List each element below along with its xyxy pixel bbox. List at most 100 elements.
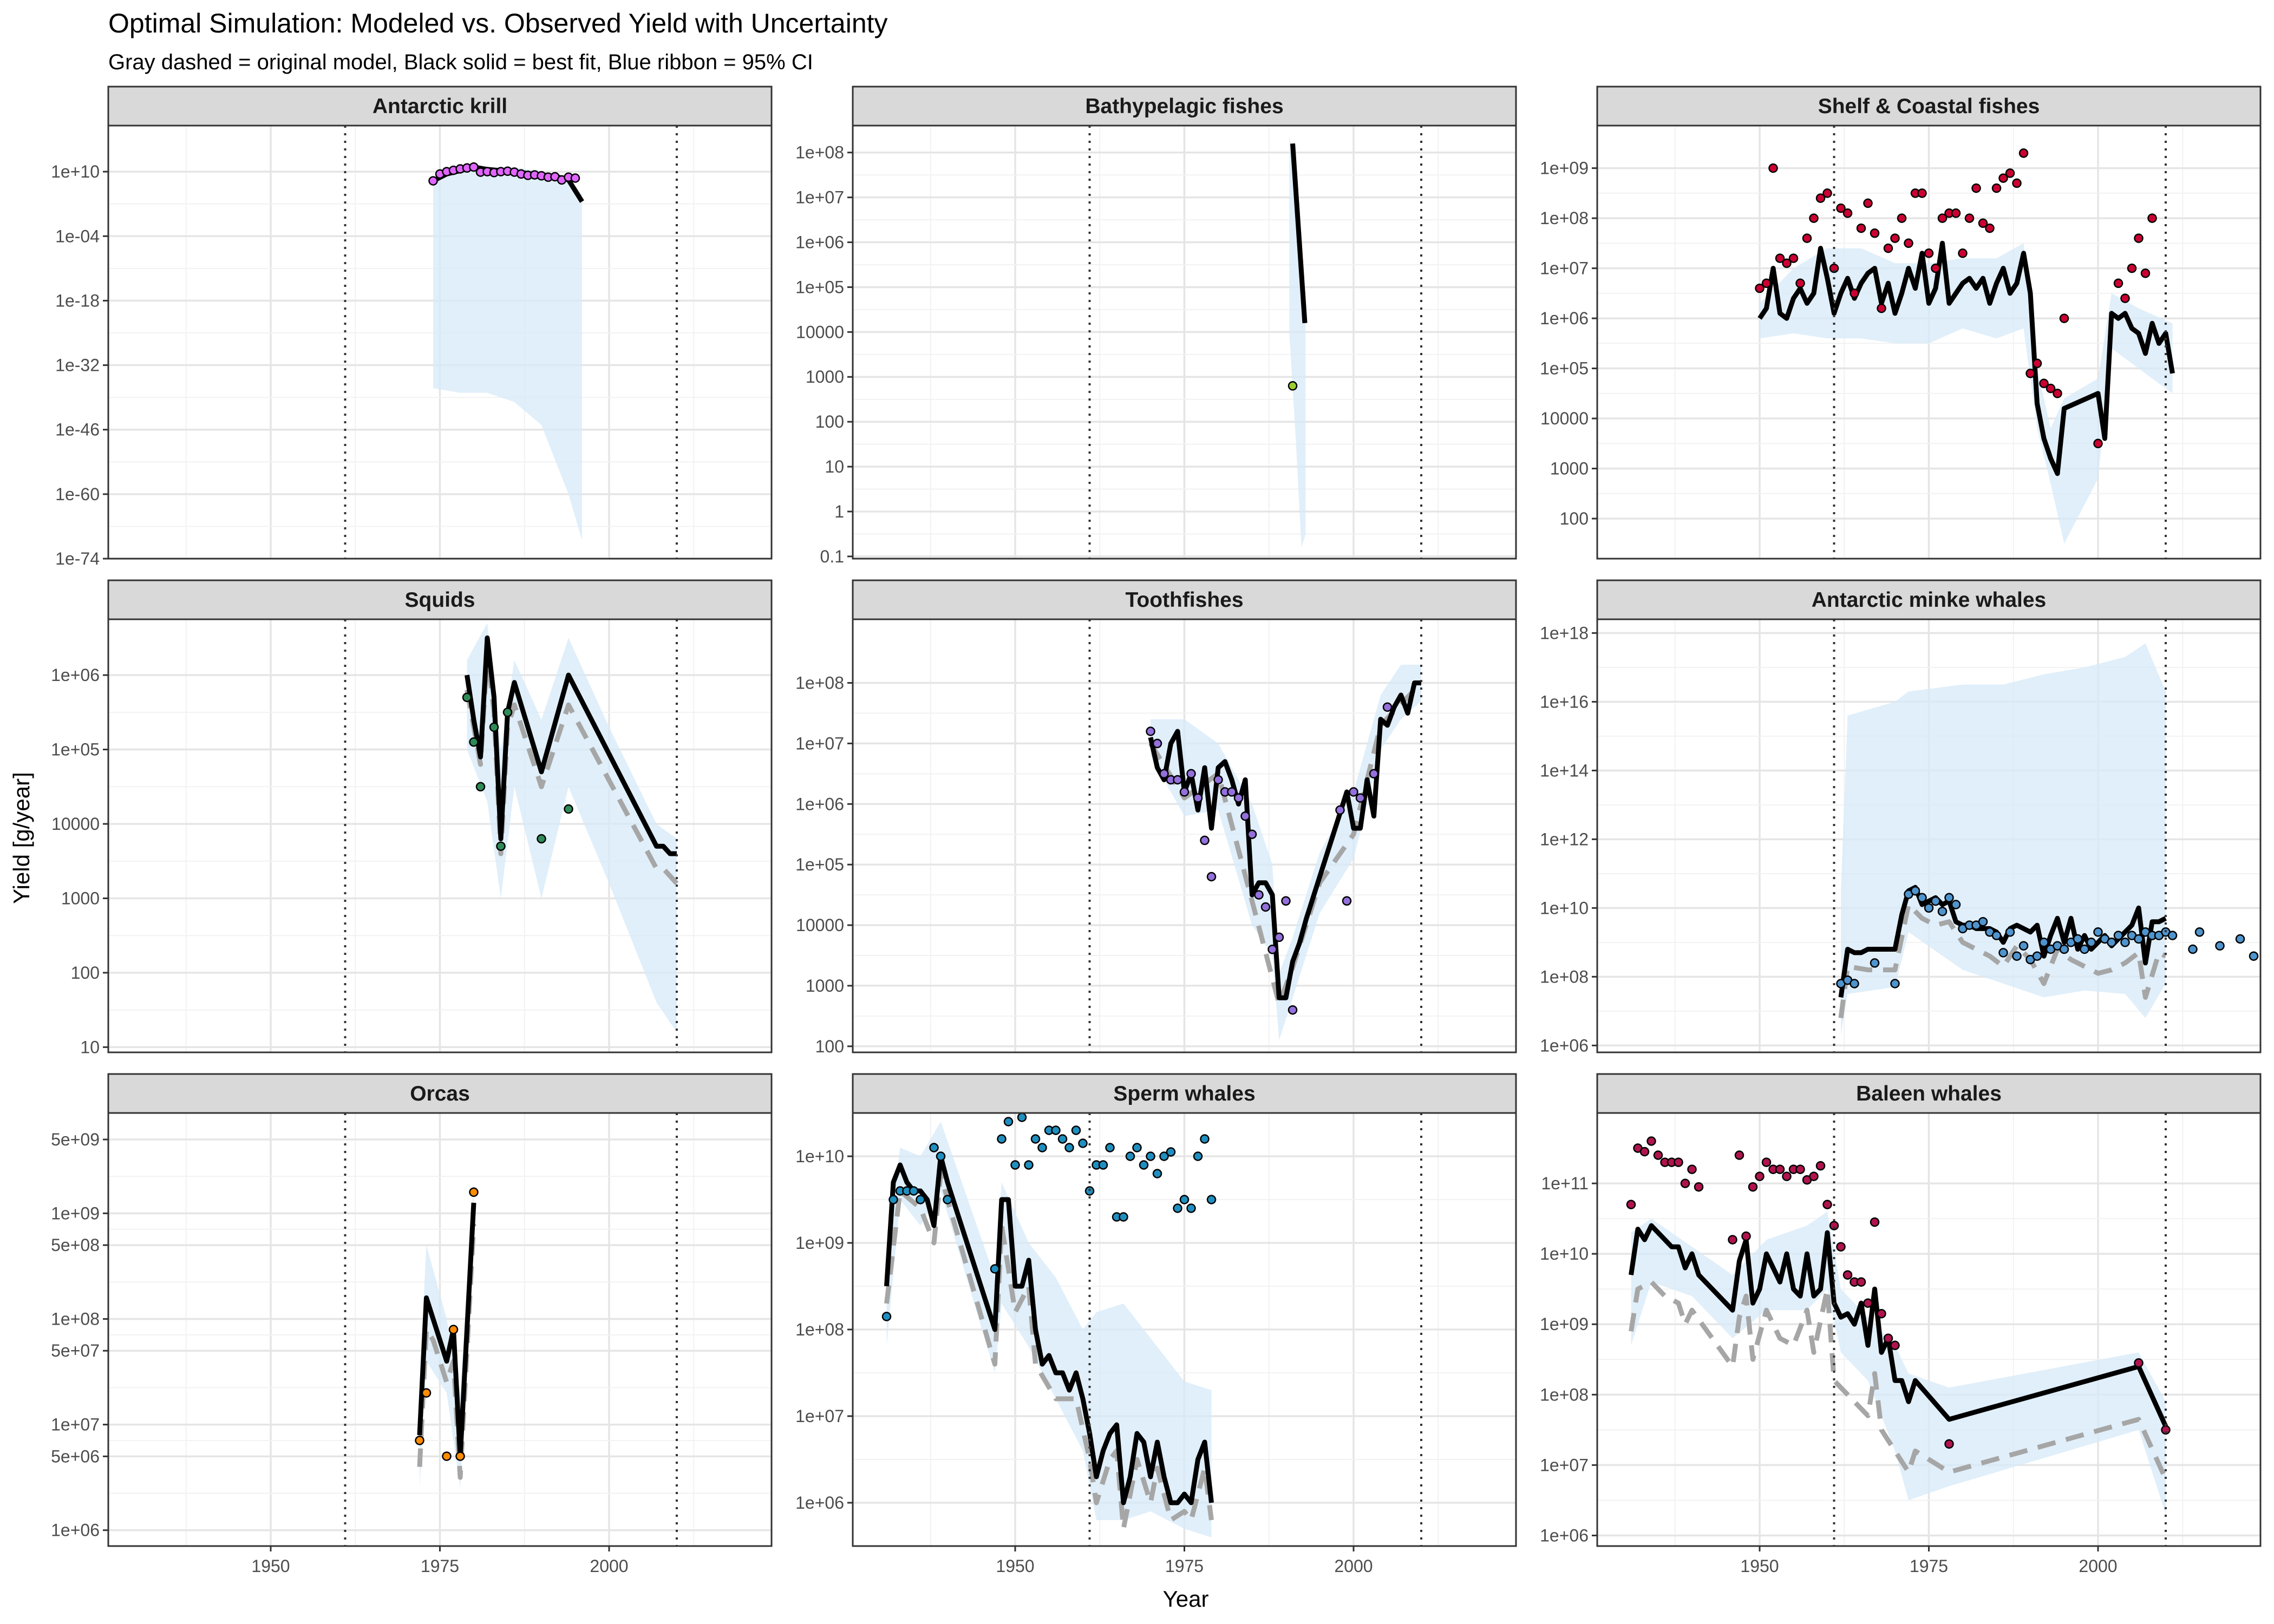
observed-point	[2005, 168, 2015, 178]
observed-point	[1890, 979, 1900, 988]
data-layer	[881, 1113, 1217, 1537]
y-tick-label: 1e+06	[1540, 1036, 1589, 1055]
observed-point	[2086, 938, 2096, 947]
observed-point	[1985, 223, 1995, 233]
observed-point	[2120, 938, 2130, 947]
observed-point	[1680, 1178, 1690, 1188]
observed-point	[1815, 1161, 1826, 1171]
x-tick-label: 1975	[421, 1556, 459, 1576]
y-tick-label: 10000	[796, 915, 844, 935]
panel-strip	[852, 1073, 1517, 1114]
observed-point	[1755, 283, 1765, 293]
y-tick-label: 1e+06	[51, 1521, 100, 1540]
observed-point	[1254, 890, 1264, 900]
observed-point	[2053, 389, 2062, 398]
panel-title: Baleen whales	[1856, 1082, 2002, 1105]
y-tick-label: 1e+07	[1540, 259, 1589, 278]
observed-point	[1910, 886, 1920, 896]
observed-points	[1288, 381, 1298, 391]
observed-point	[1186, 769, 1196, 779]
panel-baleen-whales: Baleen whales 1e+111e+101e+091e+081e+071e…	[1540, 1073, 2262, 1576]
observed-point	[2018, 941, 2029, 951]
observed-point	[469, 737, 479, 747]
y-axis-title: Yield [g/year]	[9, 772, 34, 904]
y-tick-label: 1e-32	[55, 356, 100, 375]
panel-antarctic-minke-whales: Antarctic minke whales1e+181e+161e+141e+…	[1540, 579, 2262, 1055]
observed-point	[1971, 183, 1981, 193]
observed-point	[1809, 1171, 1819, 1181]
observed-point	[1748, 1182, 1758, 1192]
y-tick-label: 1e+10	[1540, 898, 1589, 918]
observed-point	[1978, 218, 1988, 228]
y-tick-label: 1e+05	[51, 740, 100, 759]
observed-point	[1741, 1231, 1751, 1241]
x-axis-title: Year	[1163, 1586, 1209, 1612]
observed-point	[1842, 1270, 1853, 1280]
observed-point	[2012, 951, 2022, 961]
y-axis: 1e+11 1e+10 1e+09 1e+08 1e+07 1e+06	[1540, 1174, 1597, 1545]
panel-border	[1596, 618, 2262, 1053]
y-tick-label: 1e+09	[1540, 1314, 1589, 1334]
y-tick-label: 1e+05	[795, 855, 844, 874]
observed-point	[1870, 958, 1880, 968]
observed-point	[1815, 193, 1826, 203]
y-tick-label: 10	[825, 457, 844, 476]
y-tick-label: 1e+18	[1540, 623, 1589, 643]
observed-point	[2249, 951, 2259, 961]
gridlines	[108, 1113, 772, 1546]
observed-point	[1355, 793, 1365, 803]
observed-point	[502, 708, 513, 717]
observed-point	[1159, 769, 1169, 779]
observed-point	[1260, 902, 1271, 912]
observed-point	[2147, 213, 2157, 223]
observed-point	[1159, 1151, 1169, 1161]
observed-point	[2073, 934, 2083, 944]
observed-point	[1775, 253, 1785, 263]
observed-point	[1240, 811, 1250, 821]
observed-point	[1274, 932, 1284, 942]
observed-point	[1193, 793, 1203, 803]
observed-point	[1098, 1160, 1108, 1170]
observed-point	[1761, 278, 1772, 289]
observed-point	[1890, 1340, 1900, 1351]
original-model-line	[1838, 902, 2167, 1019]
observed-point	[1173, 775, 1182, 785]
observed-point	[1944, 1439, 1954, 1449]
observed-point	[1179, 1195, 1190, 1204]
y-tick-label: 100	[815, 1037, 844, 1056]
observed-point	[1931, 896, 1940, 906]
observed-point	[2127, 263, 2137, 273]
observed-point	[929, 1143, 939, 1152]
observed-point	[1917, 893, 1927, 903]
observed-point	[428, 176, 438, 186]
gridlines	[853, 619, 1516, 1052]
observed-point	[2046, 383, 2056, 394]
y-tick-label: 10000	[51, 814, 100, 834]
observed-point	[1734, 1150, 1744, 1160]
observed-point	[421, 1388, 432, 1398]
observed-point	[1822, 188, 1832, 198]
y-tick-label: 1e+07	[795, 188, 844, 207]
ci-ribbon	[1289, 134, 1306, 548]
observed-point	[1958, 248, 1968, 258]
observed-point	[1782, 258, 1792, 269]
observed-point	[1288, 381, 1298, 391]
data-layer	[1626, 1136, 2171, 1515]
observed-point	[1842, 208, 1853, 218]
panel-strip	[1596, 86, 2262, 127]
observed-point	[1674, 1157, 1683, 1167]
y-axis: 1e+10 1e-04 1e-18 1e-32 1e-46 1e-60 1e-74	[51, 162, 108, 568]
observed-point	[1233, 793, 1244, 803]
observed-point	[1836, 1242, 1846, 1252]
y-tick-label: 1e+06	[1540, 309, 1589, 328]
original-model-line	[1629, 1279, 2168, 1481]
observed-point	[1991, 931, 2002, 940]
ci-ribbon	[1631, 1212, 2166, 1515]
x-tick-label: 1975	[1165, 1556, 1204, 1576]
observed-point	[2059, 313, 2069, 323]
panel-strip	[107, 579, 773, 620]
y-tick-label: 1e+07	[1540, 1455, 1589, 1475]
panel-strip	[107, 86, 773, 127]
x-tick-label: 2000	[2079, 1556, 2117, 1576]
panel-title: Antarctic krill	[373, 95, 507, 118]
